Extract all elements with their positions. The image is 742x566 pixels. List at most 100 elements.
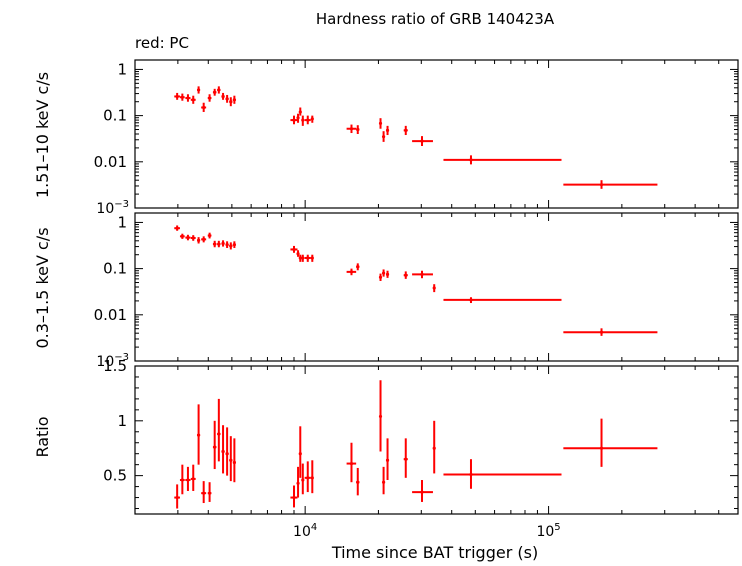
data-point — [385, 438, 390, 481]
data-point — [185, 466, 191, 491]
data-marker — [349, 270, 354, 274]
data-point — [381, 466, 386, 495]
data-marker — [221, 241, 225, 246]
data-marker — [356, 265, 360, 269]
data-marker — [207, 96, 212, 100]
data-marker — [599, 183, 604, 187]
data-point — [290, 245, 298, 253]
data-point — [229, 97, 233, 107]
data-marker — [217, 242, 221, 246]
data-point — [221, 92, 225, 100]
data-point — [225, 427, 229, 476]
y-tick-label: 0.5 — [103, 467, 127, 485]
data-marker — [175, 495, 179, 500]
data-point — [296, 113, 300, 123]
data-point — [207, 94, 212, 102]
data-point — [190, 95, 196, 104]
data-marker — [232, 243, 236, 247]
data-marker — [432, 286, 436, 290]
data-point — [563, 180, 658, 189]
data-marker — [232, 460, 236, 465]
data-point — [356, 263, 360, 271]
data-point — [232, 241, 236, 248]
data-marker — [599, 446, 604, 450]
data-point — [185, 234, 191, 241]
x-tick-label: 105 — [536, 522, 560, 540]
data-point — [412, 480, 433, 502]
data-marker — [298, 452, 302, 456]
data-marker — [225, 243, 229, 247]
y-tick-label: 1 — [117, 213, 127, 231]
data-point — [412, 270, 433, 279]
data-marker — [229, 100, 233, 104]
data-point — [298, 426, 302, 478]
y-tick-label: 0.1 — [103, 107, 127, 125]
data-marker — [404, 128, 408, 132]
plot-frame — [134, 212, 739, 362]
data-marker — [469, 472, 473, 477]
y-axis-label-ratio: Ratio — [33, 416, 52, 457]
data-point — [196, 86, 201, 94]
panel-soft-band: 1 0.1 0.01 10−3 — [94, 212, 739, 370]
data-point — [346, 268, 357, 276]
data-point — [432, 420, 436, 474]
data-marker — [229, 244, 233, 248]
data-marker — [232, 98, 236, 102]
y-tick-label: 1.5 — [103, 357, 127, 375]
data-marker — [191, 98, 195, 102]
y-tick-label: 0.1 — [103, 260, 127, 278]
data-point — [304, 461, 311, 493]
data-marker — [301, 478, 305, 482]
data-point — [221, 240, 225, 247]
data-point — [356, 467, 360, 496]
data-point — [304, 254, 311, 262]
data-point — [298, 107, 302, 116]
data-point — [563, 328, 658, 336]
data-marker — [292, 247, 296, 252]
data-point — [443, 155, 562, 165]
data-marker — [306, 118, 310, 122]
data-point — [443, 297, 562, 304]
data-marker — [292, 495, 296, 500]
data-point — [221, 425, 225, 474]
data-marker — [296, 116, 300, 120]
data-point — [301, 254, 305, 262]
data-marker — [599, 330, 604, 334]
data-marker — [207, 491, 212, 495]
y-tick-label: 10−3 — [96, 199, 129, 217]
data-marker — [385, 128, 390, 132]
data-point — [225, 94, 229, 103]
y-tick-label: 10−3 — [96, 352, 129, 370]
data-point — [207, 482, 212, 502]
data-point — [212, 420, 217, 470]
data-marker — [306, 476, 310, 480]
data-point — [346, 124, 357, 134]
data-point — [174, 484, 180, 509]
data-marker — [378, 121, 383, 125]
data-marker — [175, 94, 179, 99]
data-point — [301, 115, 305, 126]
data-point — [212, 88, 217, 96]
data-point — [190, 464, 196, 491]
data-marker — [310, 117, 314, 121]
data-marker — [207, 233, 212, 238]
data-marker — [225, 97, 229, 101]
x-tick-label: 104 — [293, 522, 317, 540]
data-point — [232, 438, 236, 483]
data-point — [232, 95, 236, 104]
data-point — [174, 92, 180, 100]
data-point — [217, 240, 221, 248]
data-marker — [296, 252, 300, 256]
data-marker — [385, 458, 390, 462]
data-marker — [349, 461, 354, 466]
data-marker — [196, 433, 201, 437]
data-point — [443, 459, 562, 489]
data-point — [403, 125, 408, 136]
data-point — [381, 131, 386, 142]
data-point — [201, 481, 207, 504]
data-point — [301, 463, 305, 495]
panel-hard-band: 1 0.1 0.01 10−3 — [94, 59, 739, 217]
data-marker — [301, 256, 305, 260]
data-point — [403, 271, 408, 279]
